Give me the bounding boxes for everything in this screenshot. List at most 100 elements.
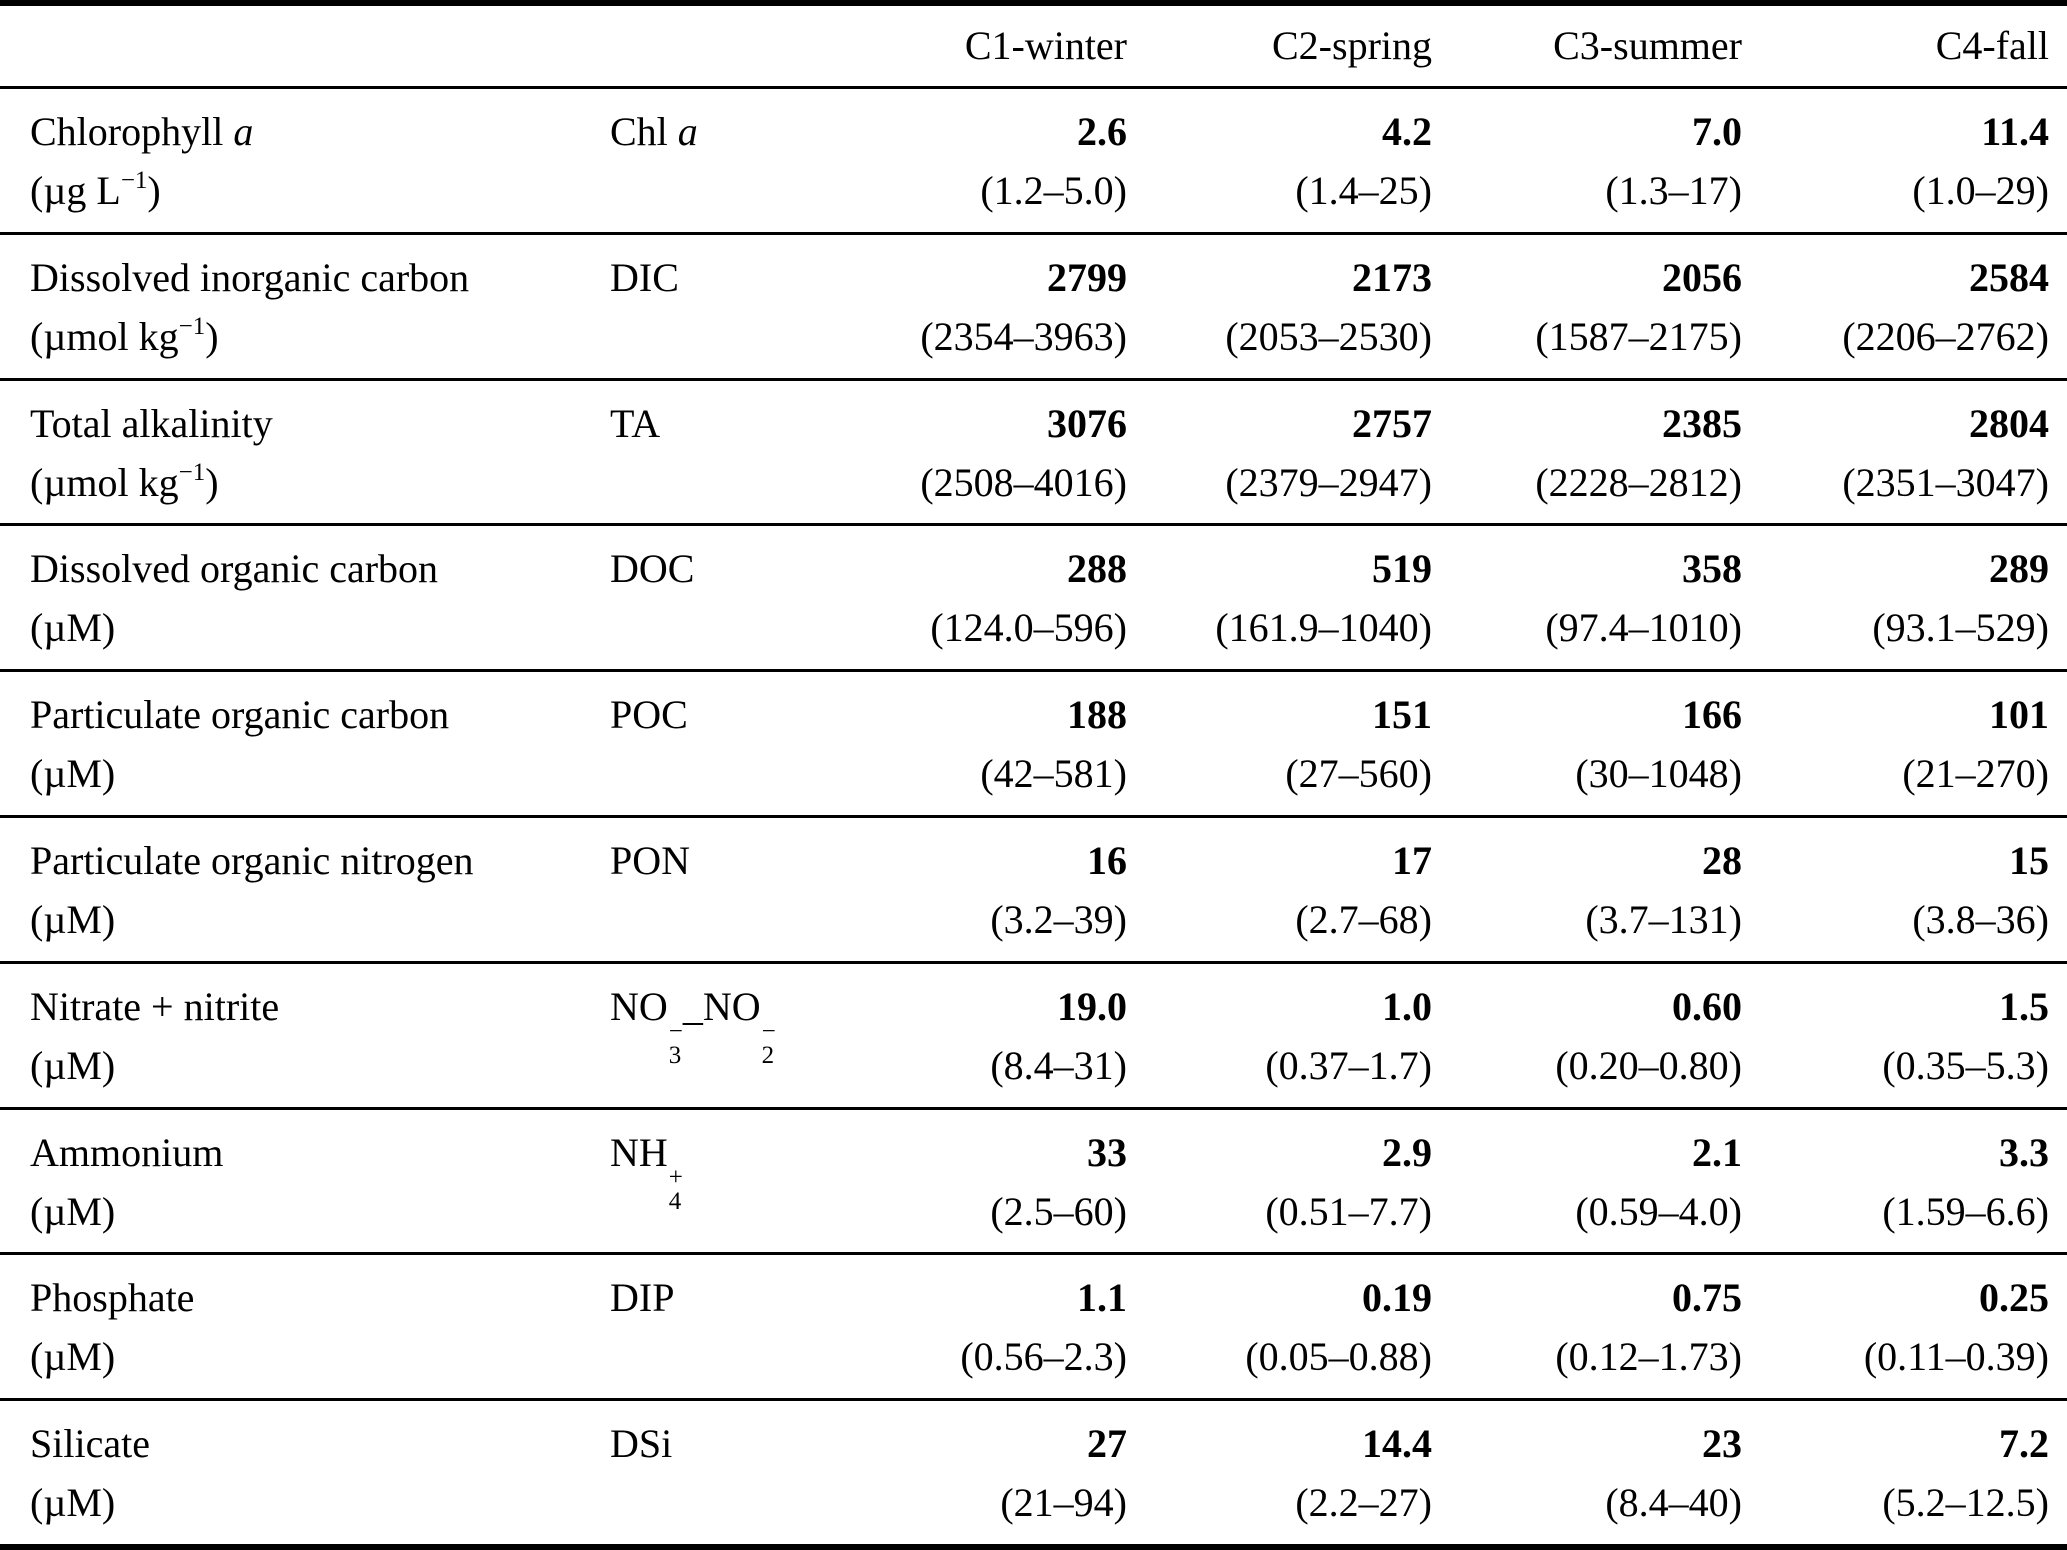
parameter-symbol: PON — [610, 818, 845, 961]
mean-value: 33 — [1087, 1129, 1127, 1175]
value-cell: 17 (2.7–68) — [1145, 818, 1450, 961]
value-cell: 11.4 (1.0–29) — [1760, 89, 2067, 232]
column-header: C2-spring — [1272, 23, 1432, 68]
value-cell: 289 (93.1–529) — [1760, 526, 2067, 669]
mean-value: 11.4 — [1981, 109, 2049, 154]
mean-value: 2.6 — [1077, 109, 1127, 154]
value-range: (8.4–40) — [1605, 1480, 1742, 1526]
mean-value: 2385 — [1662, 400, 1742, 446]
value-cell: 358 (97.4–1010) — [1450, 526, 1760, 669]
parameter-unit: (µmol kg−1) — [30, 458, 219, 505]
value-cell: 19.0 (8.4–31) — [845, 964, 1145, 1107]
value-cell: 3076 (2508–4016) — [845, 381, 1145, 524]
value-range: (0.20–0.80) — [1555, 1042, 1742, 1088]
value-cell: 2757 (2379–2947) — [1145, 381, 1450, 524]
parameter-cell: Ammonium (µM) — [0, 1110, 610, 1253]
mean-value: 7.2 — [1999, 1421, 2049, 1467]
parameter-symbol-text: Chl a — [610, 109, 698, 154]
value-cell: 14.4 (2.2–27) — [1145, 1401, 1450, 1544]
mean-value: 19.0 — [1057, 983, 1127, 1029]
value-cell: 2173 (2053–2530) — [1145, 235, 1450, 378]
value-range: (93.1–529) — [1872, 605, 2049, 651]
parameter-symbol: NH +4 — [610, 1110, 845, 1253]
header-row: C1-winter C2-spring C3-summer C4-fall — [0, 6, 2067, 89]
mean-value: 0.60 — [1672, 983, 1742, 1029]
parameter-unit: (µM) — [30, 605, 116, 651]
column-header: C4-fall — [1935, 23, 2049, 68]
mean-value: 188 — [1067, 692, 1127, 738]
mean-value: 2584 — [1969, 254, 2049, 300]
value-cell: 166 (30–1048) — [1450, 672, 1760, 815]
value-cell: 188 (42–581) — [845, 672, 1145, 815]
parameter-unit: (µM) — [30, 1042, 116, 1088]
parameter-symbol-text: POC — [610, 692, 688, 738]
table-row: Nitrate + nitrite (µM) NO −3 _NO −2 19.0 (8… — [0, 964, 2067, 1110]
mean-value: 519 — [1372, 546, 1432, 592]
value-cell: 519 (161.9–1040) — [1145, 526, 1450, 669]
parameter-name: Chlorophyll a — [30, 109, 254, 154]
mean-value: 2804 — [1969, 400, 2049, 446]
parameter-unit: (µM) — [30, 1188, 116, 1234]
mean-value: 101 — [1989, 692, 2049, 738]
mean-value: 0.25 — [1979, 1275, 2049, 1321]
value-range: (161.9–1040) — [1215, 605, 1432, 651]
value-cell: 288 (124.0–596) — [845, 526, 1145, 669]
value-cell: 0.75 (0.12–1.73) — [1450, 1255, 1760, 1398]
parameter-symbol-text: DIP — [610, 1275, 675, 1321]
mean-value: 3076 — [1047, 400, 1127, 446]
parameter-symbol-text: PON — [610, 837, 691, 883]
value-cell: 1.1 (0.56–2.3) — [845, 1255, 1145, 1398]
parameter-unit: (µM) — [30, 896, 116, 942]
parameter-unit: (µM) — [30, 1480, 116, 1526]
mean-value: 151 — [1372, 692, 1432, 738]
value-range: (0.35–5.3) — [1882, 1042, 2049, 1088]
value-range: (2351–3047) — [1842, 459, 2049, 505]
value-cell: 15 (3.8–36) — [1760, 818, 2067, 961]
parameter-cell: Particulate organic carbon (µM) — [0, 672, 610, 815]
value-range: (1.0–29) — [1912, 168, 2049, 213]
mean-value: 3.3 — [1999, 1129, 2049, 1175]
value-cell: 0.19 (0.05–0.88) — [1145, 1255, 1450, 1398]
parameter-unit: (µM) — [30, 1334, 116, 1380]
column-header: C3-summer — [1553, 23, 1742, 68]
value-range: (1.2–5.0) — [980, 168, 1127, 213]
table-row: Silicate (µM) DSi 27 (21–94) 14.4 (2.2–2… — [0, 1401, 2067, 1544]
parameter-symbol: Chl a — [610, 89, 845, 232]
value-range: (0.59–4.0) — [1575, 1188, 1742, 1234]
mean-value: 2056 — [1662, 254, 1742, 300]
value-range: (124.0–596) — [930, 605, 1127, 651]
parameter-name: Phosphate — [30, 1275, 195, 1321]
value-range: (0.11–0.39) — [1863, 1334, 2049, 1380]
mean-value: 0.75 — [1672, 1275, 1742, 1321]
value-range: (3.8–36) — [1912, 896, 2049, 942]
value-cell: 2385 (2228–2812) — [1450, 381, 1760, 524]
mean-value: 28 — [1702, 837, 1742, 883]
value-range: (3.2–39) — [990, 896, 1127, 942]
parameter-symbol: POC — [610, 672, 845, 815]
parameter-symbol: TA — [610, 381, 845, 524]
value-cell: 2804 (2351–3047) — [1760, 381, 2067, 524]
value-cell: 3.3 (1.59–6.6) — [1760, 1110, 2067, 1253]
parameter-symbol-text: DOC — [610, 546, 695, 592]
value-cell: 1.0 (0.37–1.7) — [1145, 964, 1450, 1107]
parameter-name: Particulate organic nitrogen — [30, 837, 474, 883]
table-row: Dissolved inorganic carbon (µmol kg−1) D… — [0, 235, 2067, 381]
mean-value: 4.2 — [1382, 109, 1432, 154]
mean-value: 14.4 — [1362, 1421, 1432, 1467]
mean-value: 2.9 — [1382, 1129, 1432, 1175]
mean-value: 2757 — [1352, 400, 1432, 446]
value-range: (2379–2947) — [1225, 459, 1432, 505]
parameter-symbol: DIC — [610, 235, 845, 378]
value-cell: 28 (3.7–131) — [1450, 818, 1760, 961]
value-cell: 101 (21–270) — [1760, 672, 2067, 815]
value-cell: 2799 (2354–3963) — [845, 235, 1145, 378]
value-cell: 0.60 (0.20–0.80) — [1450, 964, 1760, 1107]
parameter-symbol-text: NO −3 _NO −2 — [610, 983, 776, 1069]
mean-value: 2799 — [1047, 254, 1127, 300]
value-range: (1.3–17) — [1605, 168, 1742, 213]
table-row: Total alkalinity (µmol kg−1) TA 3076 (25… — [0, 381, 2067, 527]
mean-value: 2.1 — [1692, 1129, 1742, 1175]
value-range: (21–94) — [1000, 1480, 1127, 1526]
parameter-cell: Total alkalinity (µmol kg−1) — [0, 381, 610, 524]
